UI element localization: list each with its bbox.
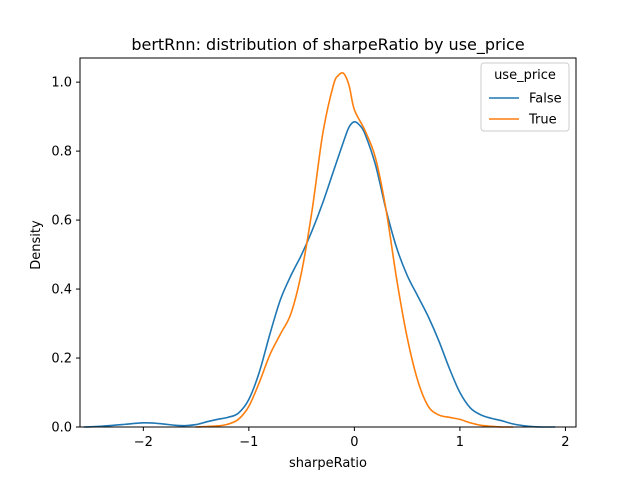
- plot-frame: [79, 57, 577, 428]
- series-line-true: [195, 71, 514, 428]
- legend-label-true: True: [528, 113, 557, 128]
- x-axis: −2 −1 0 1 2: [134, 427, 570, 450]
- y-tick-label: 1.0: [51, 76, 72, 91]
- x-tick-label: −2: [134, 435, 153, 450]
- y-tick-label: 0.6: [51, 214, 72, 229]
- plot-area: [83, 71, 556, 428]
- chart-title: bertRnn: distribution of sharpeRatio by …: [131, 35, 524, 55]
- y-tick-label: 0.2: [51, 352, 72, 367]
- series-line-false: [83, 120, 556, 428]
- legend-items: False True: [489, 92, 562, 128]
- y-axis-title: Density: [29, 220, 44, 270]
- x-axis-title: sharpeRatio: [289, 456, 367, 471]
- y-tick-label: 0.4: [51, 283, 72, 298]
- legend-label-false: False: [529, 92, 562, 107]
- legend: use_price False True: [480, 62, 570, 132]
- x-tick-label: 1: [456, 435, 464, 450]
- y-tick-label: 0.0: [51, 421, 72, 436]
- legend-title: use_price: [494, 68, 556, 83]
- legend-box: [480, 62, 570, 132]
- x-tick-label: 2: [561, 435, 569, 450]
- y-tick-label: 0.8: [51, 145, 72, 160]
- x-tick-label: −1: [239, 435, 258, 450]
- x-tick-label: 0: [350, 435, 358, 450]
- y-axis: 0.0 0.2 0.4 0.6 0.8 1.0: [51, 76, 80, 436]
